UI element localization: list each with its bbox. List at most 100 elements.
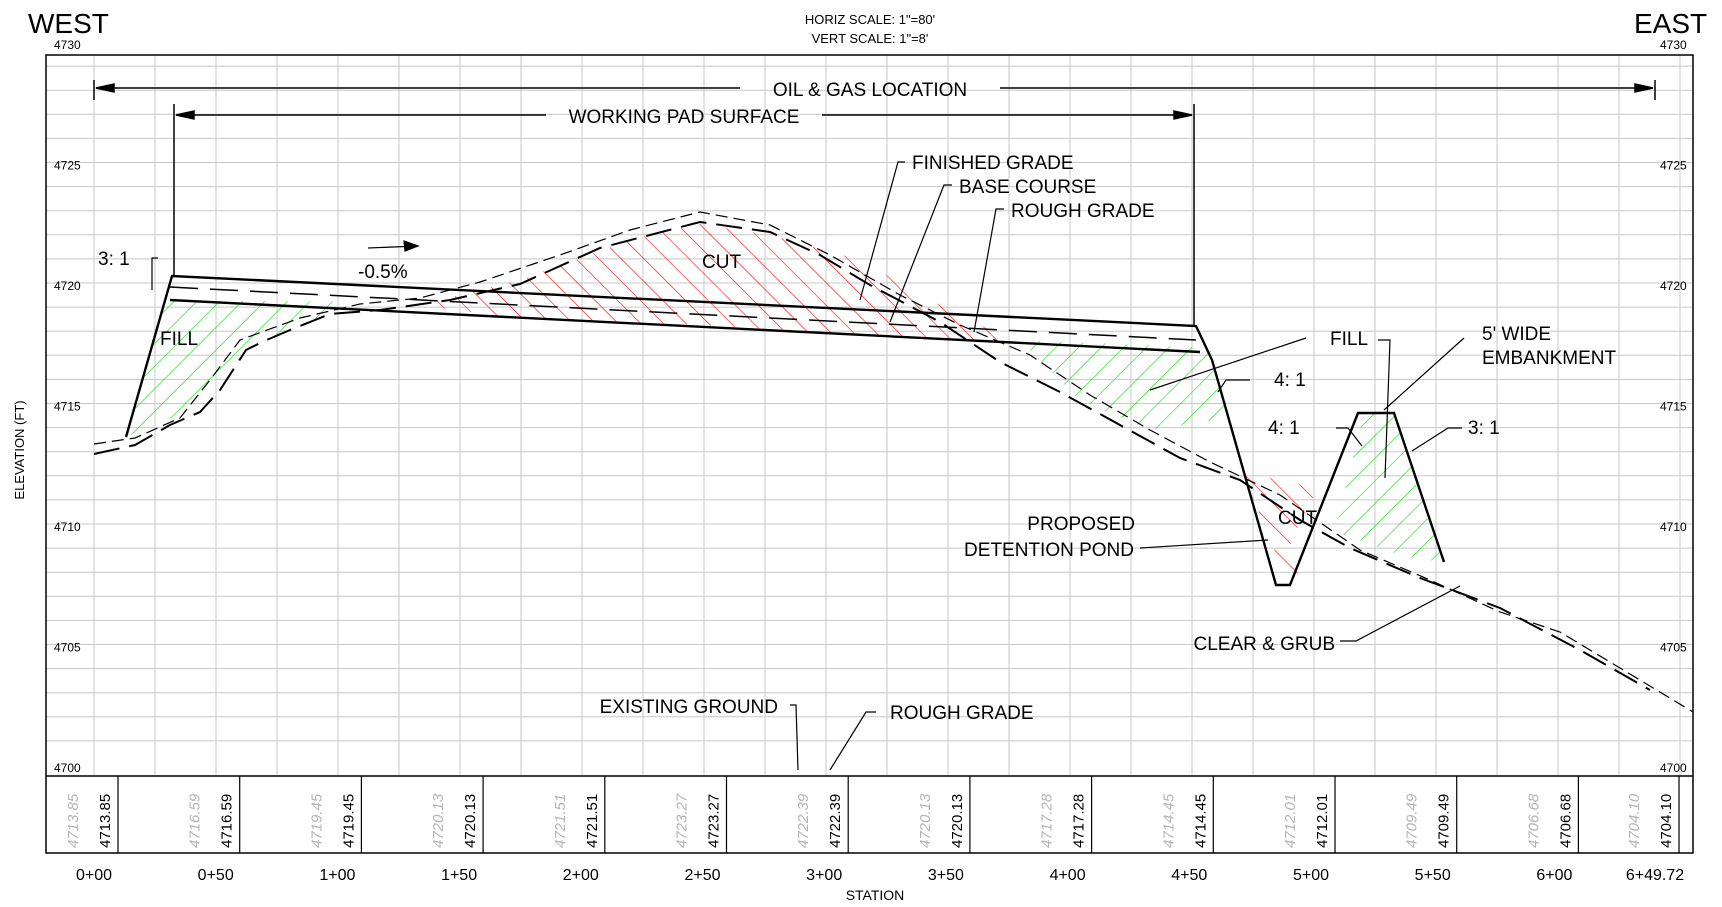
existing-elevation-value: 4717.28 (1039, 793, 1056, 848)
y-axis-label: ELEVATION (FT) (12, 400, 27, 499)
elevation-tick-right: 4705 (1660, 641, 1687, 655)
east-label: EAST (1634, 8, 1707, 39)
station-label: 6+00 (1536, 867, 1572, 884)
elevation-tick-right: 4700 (1660, 761, 1687, 775)
station-label: 1+50 (441, 867, 477, 884)
proposed-elevation-value: 4713.85 (97, 794, 114, 848)
existing-elevation-value: 4713.85 (65, 793, 82, 848)
station-label: 4+00 (1050, 867, 1086, 884)
proposed-elevation-value: 4714.45 (1192, 794, 1209, 848)
base-course-line (169, 286, 1197, 341)
slope-label: -0.5% (358, 262, 408, 283)
cut-pond-label: CUT (1278, 508, 1317, 529)
proposed-elevation-value: 4723.27 (706, 794, 723, 848)
station-label: 6+49.72 (1626, 867, 1684, 884)
finished-grade-line (124, 274, 1446, 587)
embankment-label-1: 5' WIDE (1482, 324, 1551, 345)
station-label: 2+00 (563, 867, 599, 884)
station-label: 4+50 (1171, 867, 1207, 884)
working-pad-label: WORKING PAD SURFACE (569, 107, 800, 128)
existing-elevation-value: 4716.59 (187, 793, 204, 848)
proposed-elevation-value: 4716.59 (219, 794, 236, 848)
cut-area-main (420, 224, 1000, 342)
cut-area-pond (1244, 475, 1316, 582)
grid-vertical (93, 55, 1681, 776)
embankment-label-2: EMBANKMENT (1482, 348, 1616, 369)
fill-area-east (1020, 340, 1230, 430)
cut-areas (420, 224, 1316, 582)
existing-elevation-value: 4704.10 (1626, 793, 1643, 848)
elevation-tick-right: 4710 (1660, 520, 1687, 534)
proposed-elevation-value: 4706.68 (1557, 794, 1574, 848)
existing-elevation-value: 4714.45 (1160, 793, 1177, 848)
station-label: 2+50 (684, 867, 720, 884)
proposed-elevation-value: 4712.01 (1314, 794, 1331, 848)
fill-areas (126, 300, 1442, 562)
proposed-elevation-value: 4721.51 (584, 794, 601, 848)
elevation-ticks-right: 4730 4725 4720 4715 4710 4705 4700 (1660, 38, 1687, 775)
grid-horizontal (46, 65, 1693, 742)
elevation-ticks-left: 4730 4725 4720 4715 4710 4705 4700 (54, 38, 81, 775)
ratio-41a-label: 4: 1 (1274, 370, 1306, 391)
elevation-tick-right: 4725 (1660, 159, 1687, 173)
ratio-31-label: 3: 1 (1468, 418, 1500, 439)
elevation-tick-left: 4725 (54, 159, 81, 173)
clear-grub-label: CLEAR & GRUB (1194, 634, 1335, 655)
station-label: 3+50 (928, 867, 964, 884)
elevation-tick-left: 4710 (54, 520, 81, 534)
proposed-elevation-value: 4720.13 (462, 794, 479, 848)
elevation-table: 4713.85 4713.85 4716.59 4716.59 4719.45 4719.… (65, 776, 1680, 853)
fill-area-west (126, 300, 350, 437)
existing-elevation-value: 4722.39 (795, 793, 812, 848)
oil-gas-label: OIL & GAS LOCATION (773, 80, 967, 101)
ratio-west-label: 3: 1 (98, 249, 130, 270)
station-label: 5+50 (1415, 867, 1451, 884)
existing-elevation-value: 4709.49 (1404, 793, 1421, 848)
existing-elevation-value: 4723.27 (674, 793, 691, 848)
proposed-elevation-value: 4717.28 (1071, 794, 1088, 848)
base-course-label: BASE COURSE (959, 177, 1096, 198)
rough-grade-pad-line (169, 298, 1201, 354)
station-label: 3+00 (806, 867, 842, 884)
leaders (151, 161, 1465, 771)
pond-label-2: DETENTION POND (964, 540, 1134, 561)
existing-elevation-value: 4719.45 (308, 793, 325, 848)
station-label: 1+00 (319, 867, 355, 884)
elevation-tick-right: 4715 (1660, 400, 1687, 414)
existing-elevation-value: 4720.13 (430, 793, 447, 848)
station-label: 0+00 (76, 867, 112, 884)
elevation-tick-left: 4720 (54, 279, 81, 293)
pond-label-1: PROPOSED (1027, 514, 1135, 535)
plot-frame (45, 54, 1694, 854)
fill-area-embankment (1335, 413, 1442, 562)
west-label: WEST (28, 8, 109, 39)
x-axis-label: STATION (846, 887, 905, 903)
elevation-tick-left: 4730 (54, 38, 81, 52)
proposed-elevation-value: 4709.49 (1436, 794, 1453, 848)
proposed-elevation-value: 4719.45 (340, 794, 357, 848)
existing-elevation-value: 4720.13 (917, 793, 934, 848)
elevation-tick-left: 4705 (54, 641, 81, 655)
elevation-tick-left: 4715 (54, 400, 81, 414)
working-pad-dimension (173, 104, 1195, 325)
ratio-41b-label: 4: 1 (1268, 418, 1300, 439)
elevation-tick-right: 4720 (1660, 279, 1687, 293)
finished-grade-label: FINISHED GRADE (912, 153, 1074, 174)
existing-elevation-value: 4706.68 (1525, 793, 1542, 848)
elevation-tick-left: 4700 (54, 761, 81, 775)
existing-elevation-value: 4721.51 (552, 794, 569, 848)
oil-gas-dimension (93, 80, 1656, 100)
proposed-elevation-value: 4704.10 (1658, 794, 1675, 848)
elevation-tick-right: 4730 (1660, 38, 1687, 52)
fill-east-label: FILL (1330, 329, 1368, 350)
labels: WEST EAST HORIZ SCALE: 1"=80' VERT SCALE… (12, 8, 1707, 903)
existing-elevation-value: 4712.01 (1282, 794, 1299, 848)
proposed-elevation-value: 4722.39 (827, 794, 844, 848)
existing-ground-label: EXISTING GROUND (600, 697, 778, 718)
cut-main-label: CUT (702, 252, 741, 273)
fill-west-label: FILL (160, 329, 198, 350)
rough-grade-top-label: ROUGH GRADE (1011, 201, 1155, 222)
station-label: 5+00 (1293, 867, 1329, 884)
proposed-elevation-value: 4720.13 (949, 794, 966, 848)
